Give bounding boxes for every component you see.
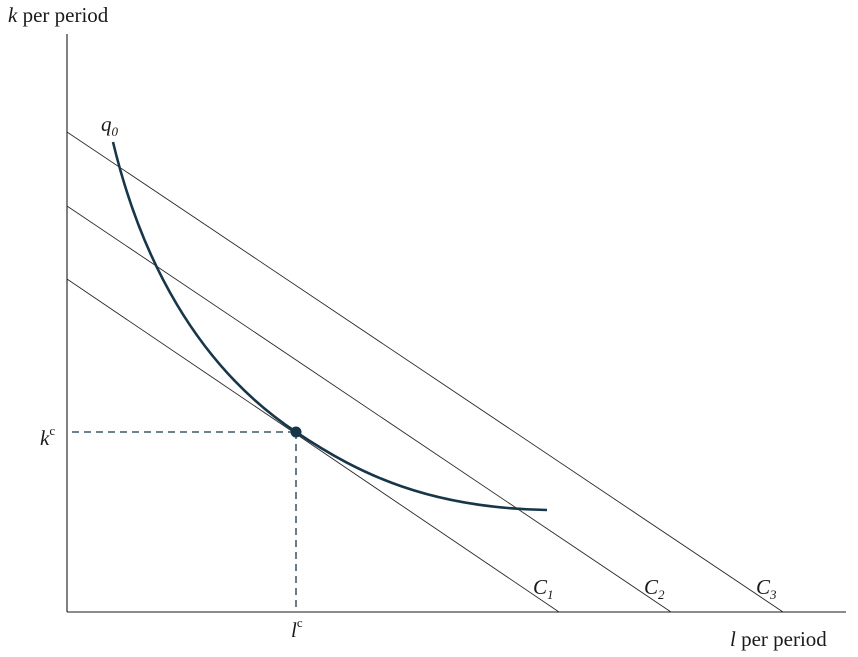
l-star-label: lc	[291, 615, 303, 642]
k-star-label: kc	[40, 423, 55, 450]
y-axis-label: k per period	[8, 3, 109, 27]
cost-line-c2-label: C2	[644, 575, 665, 602]
isoquant-curve	[111, 141, 548, 512]
isoquant-label: q0	[101, 112, 119, 139]
tangency-point	[290, 426, 302, 438]
cost-line-c1	[66, 278, 560, 613]
cost-line-c3-label: C3	[756, 575, 777, 602]
cost-line-c3	[66, 131, 784, 613]
cost-line-c1-label: C1	[533, 575, 554, 602]
x-axis-label: l per period	[730, 627, 827, 651]
cost-line-c2	[66, 205, 672, 613]
